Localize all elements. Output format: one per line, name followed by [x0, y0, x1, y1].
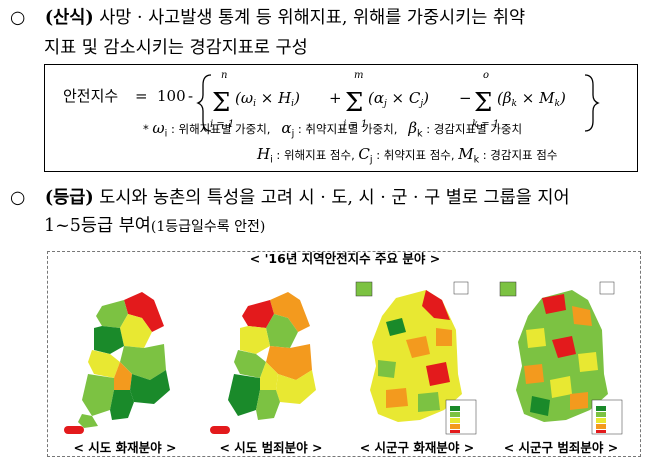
- sum3-lower: k = 1: [472, 119, 499, 130]
- formula-box: 안전지수 = 100 - n Σ i = 1 (ωi × Hi) + m Σ j…: [44, 64, 638, 172]
- section2-heading: (등급): [44, 188, 94, 208]
- sum1-sigma: Σ: [212, 88, 230, 118]
- map-province-crime: [200, 270, 340, 438]
- bullet-circle-2: ○: [10, 188, 26, 208]
- map-province-fire: [54, 270, 194, 438]
- formula-lhs: 안전지수: [63, 87, 118, 105]
- legend-line2: Hi : 위해지표 점수, Cj : 취약지표 점수, Mk : 경감지표 점수: [257, 145, 558, 166]
- map-figure: < '16년 지역안전지수 주요 분야 >: [47, 251, 641, 457]
- section2-line1: ○ (등급) 도시와 농촌의 특성을 고려 시 · 도, 시 · 군 · 구 별…: [10, 184, 570, 209]
- sum3-upper: o: [483, 70, 489, 81]
- sum1-lower: i = 1: [210, 119, 234, 130]
- term2: (αj × Cj): [368, 89, 429, 109]
- section1-line1: ○ (산식) 사망 · 사고발생 통계 등 위해지표, 위해를 가중시키는 취약: [10, 4, 525, 29]
- map-district-crime-svg: [499, 281, 623, 435]
- map-district-crime: [492, 270, 632, 438]
- section2-grade-text: 1~5등급 부여: [44, 216, 151, 236]
- bullet-circle: ○: [10, 8, 26, 28]
- section2-grade-note: (1등급일수록 안전): [150, 219, 266, 235]
- caption-province-fire: < 시도 화재분야 >: [73, 440, 177, 455]
- section1-text-line1: 사망 · 사고발생 통계 등 위해지표, 위해를 가중시키는 취약: [93, 8, 526, 28]
- caption-district-fire: < 시군구 화재분야 >: [359, 440, 475, 455]
- right-brace: [584, 74, 600, 132]
- sum2-upper: m: [354, 70, 363, 81]
- section1-heading: (산식): [44, 8, 94, 28]
- section2-line2: 1~5등급 부여(1등급일수록 안전): [44, 212, 265, 237]
- sum1-upper: n: [221, 70, 227, 81]
- caption-province-crime: < 시도 범죄분야 >: [219, 440, 323, 455]
- sum2-sigma: Σ: [345, 88, 363, 118]
- legend-line1: * ωi : 위해지표별 가중치, αj : 취약지표별 가중치, βk : 경…: [143, 119, 523, 140]
- left-brace: [196, 74, 212, 132]
- map-figure-title: < '16년 지역안전지수 주요 분야 >: [249, 251, 441, 266]
- term3: (βk × Mk): [497, 89, 566, 109]
- sum3-sigma: Σ: [474, 88, 492, 118]
- formula-minus: -: [188, 87, 193, 105]
- map-district-fire: [346, 270, 486, 438]
- formula-svg: 안전지수 = 100 - n Σ i = 1 (ωi × Hi) + m Σ j…: [63, 70, 600, 132]
- term1: (ωi × Hi): [235, 89, 300, 109]
- caption-district-crime: < 시군구 범죄분야 >: [503, 440, 619, 455]
- formula-eq: =: [135, 87, 148, 105]
- map-province-crime-svg: [210, 292, 316, 434]
- map-district-fire-svg: [355, 281, 477, 435]
- minus-sign: −: [459, 89, 472, 107]
- formula-const: 100: [157, 87, 186, 105]
- section2-text-line1: 도시와 농촌의 특성을 고려 시 · 도, 시 · 군 · 구 별로 그룹을 지…: [93, 188, 570, 208]
- map-province-fire-svg: [64, 292, 170, 434]
- section1-text-line2: 지표 및 감소시키는 경감지표로 구성: [44, 38, 308, 58]
- sum2-lower: j = 1: [341, 119, 367, 130]
- plus-sign: +: [329, 89, 342, 107]
